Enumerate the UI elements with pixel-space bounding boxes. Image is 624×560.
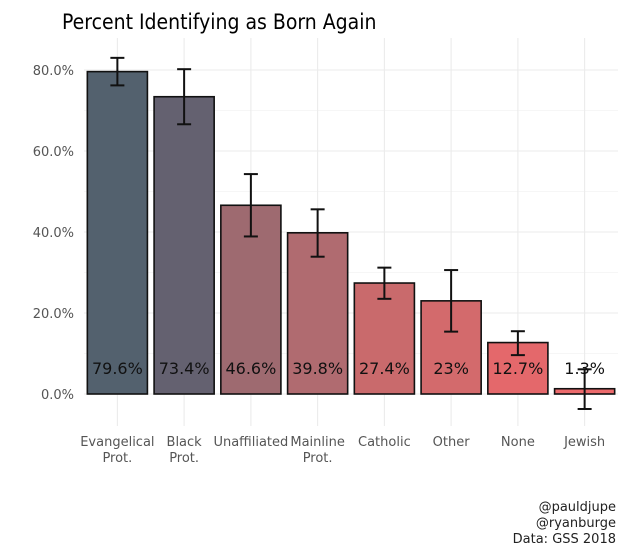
bar bbox=[86, 70, 149, 395]
data-label: 27.4% bbox=[359, 359, 410, 378]
caption-line: Data: GSS 2018 bbox=[513, 532, 616, 547]
caption-line: @ryanburge bbox=[536, 516, 616, 531]
x-axis: Evangelical Prot.Black Prot.Unaffiliated Ma… bbox=[80, 435, 605, 466]
x-tick-label-line: Prot. bbox=[169, 451, 199, 466]
data-label: 1.3% bbox=[564, 359, 605, 378]
data-label: 73.4% bbox=[159, 359, 210, 378]
x-tick-label: Mainline Prot. bbox=[290, 435, 345, 466]
bar bbox=[353, 282, 416, 395]
y-axis: 0.0% 20.0% 40.0% 60.0% 80.0% bbox=[33, 64, 74, 403]
error-bar bbox=[510, 330, 525, 357]
x-tick-label-line: None bbox=[501, 435, 535, 450]
x-tick-label-line: Prot. bbox=[102, 451, 132, 466]
y-tick-label: 60.0% bbox=[33, 145, 74, 160]
x-tick-label: Other bbox=[433, 435, 471, 450]
x-tick-label-line: Prot. bbox=[303, 451, 333, 466]
bars bbox=[86, 70, 616, 395]
x-tick-label: Jewish bbox=[563, 435, 605, 450]
x-tick-label-line: Unaffiliated bbox=[213, 435, 288, 450]
error-bar bbox=[177, 68, 192, 126]
x-tick-label-line: Black bbox=[167, 435, 203, 450]
y-tick-label: 20.0% bbox=[33, 307, 74, 322]
x-tick-label: Unaffiliated bbox=[213, 435, 288, 450]
chart-title: Percent Identifying as Born Again bbox=[62, 10, 377, 34]
x-tick-label-line: Jewish bbox=[563, 435, 605, 450]
data-label: 46.6% bbox=[225, 359, 276, 378]
data-labels: 79.6% 73.4% 46.6% 39.8% 27.4% 23% 12.7% 1.3% bbox=[92, 359, 605, 378]
error-bar bbox=[444, 269, 459, 333]
x-tick-label: Black Prot. bbox=[167, 435, 203, 466]
error-bar bbox=[577, 368, 592, 410]
bar bbox=[153, 95, 215, 395]
y-tick-label: 0.0% bbox=[41, 388, 74, 403]
data-label: 39.8% bbox=[292, 359, 343, 378]
x-tick-label-line: Other bbox=[433, 435, 471, 450]
x-tick-label-line: Mainline bbox=[290, 435, 345, 450]
y-tick-label: 40.0% bbox=[33, 226, 74, 241]
data-label: 79.6% bbox=[92, 359, 143, 378]
bar bbox=[286, 232, 349, 395]
x-tick-label: None bbox=[501, 435, 535, 450]
caption-line: @pauldjupe bbox=[539, 500, 616, 515]
data-label: 23% bbox=[433, 359, 469, 378]
x-tick-label: Evangelical Prot. bbox=[80, 435, 154, 466]
x-tick-label-line: Evangelical bbox=[80, 435, 154, 450]
error-bars bbox=[110, 56, 592, 410]
error-bar bbox=[243, 173, 258, 238]
x-tick-label: Catholic bbox=[358, 435, 411, 450]
error-bar bbox=[110, 56, 125, 87]
error-bar bbox=[377, 266, 392, 300]
error-bar bbox=[310, 208, 325, 258]
x-tick-label-line: Catholic bbox=[358, 435, 411, 450]
data-label: 12.7% bbox=[492, 359, 543, 378]
y-tick-label: 80.0% bbox=[33, 64, 74, 79]
